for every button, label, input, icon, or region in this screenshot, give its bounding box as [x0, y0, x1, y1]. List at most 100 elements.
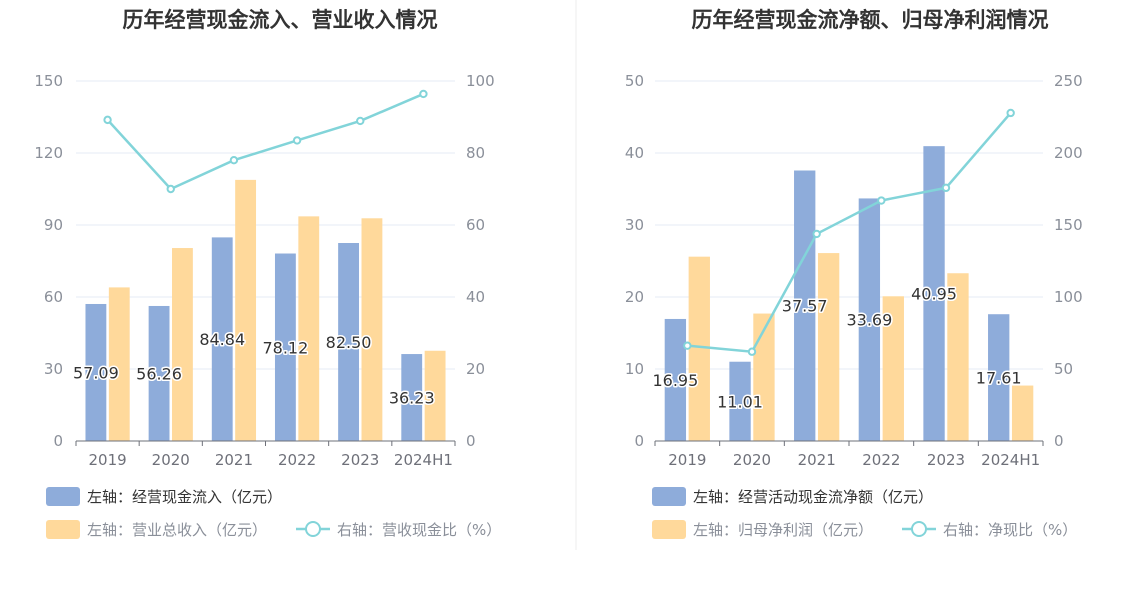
left-axis-tick-label: 30 [44, 360, 63, 378]
legend-label[interactable]: 右轴：净现比（%） [943, 521, 1077, 539]
x-axis-tick-label: 2022 [278, 451, 316, 469]
bar-primary [274, 253, 296, 441]
bar-secondary [298, 216, 320, 441]
left-axis-tick-label: 20 [625, 288, 644, 306]
legend-swatch[interactable] [46, 520, 80, 539]
right-axis-tick-label: 100 [466, 72, 495, 90]
chart-panel-net-cashflow-profit: 历年经营现金流净额、归母净利润情况 0 10 20 30 40 50 0 50 100 150 200… [625, 8, 1083, 539]
left-axis-tick-label: 10 [625, 360, 644, 378]
right-axis-tick-label: 250 [1054, 72, 1083, 90]
bar-data-label: 36.23 [389, 389, 435, 408]
x-axis-tick-label: 2024H1 [981, 451, 1040, 469]
line-point [941, 183, 951, 193]
bar-secondary [817, 253, 840, 441]
bar-secondary [424, 350, 446, 441]
line-point [103, 115, 112, 125]
legend-swatch[interactable] [652, 520, 686, 539]
bar-data-label: 78.12 [262, 338, 308, 357]
right-axis-tick-label: 60 [466, 216, 485, 234]
line-point [292, 136, 302, 145]
legend-label[interactable]: 右轴：营收现金比（%） [337, 521, 501, 539]
legend-label[interactable]: 左轴：经营活动现金流净额（亿元） [693, 488, 933, 506]
left-axis-tick-label: 30 [625, 216, 644, 234]
left-axis-tick-label: 90 [44, 216, 63, 234]
bar-secondary [688, 256, 710, 441]
left-axis-tick-label: 40 [625, 144, 644, 162]
bar-primary [923, 146, 945, 441]
bar-secondary [361, 218, 383, 441]
line-point [1006, 108, 1015, 118]
chart-title: 历年经营现金流入、营业收入情况 [123, 8, 438, 32]
x-axis-tick-label: 2023 [341, 451, 379, 469]
bar-primary [85, 303, 107, 441]
bar-data-label: 82.50 [326, 333, 372, 352]
bar-primary [988, 314, 1010, 441]
bar-data-label: 37.57 [782, 297, 828, 316]
line-point [166, 184, 175, 194]
right-axis-tick-label: 150 [1054, 216, 1083, 234]
bar-secondary [235, 179, 257, 441]
bar-primary [794, 170, 816, 441]
bar-data-label: 84.84 [199, 330, 245, 349]
right-axis-tick-label: 100 [1054, 288, 1083, 306]
bar-primary [338, 243, 359, 441]
legend-swatch[interactable] [652, 487, 686, 506]
x-axis-tick-label: 2022 [862, 451, 900, 469]
x-axis-tick-label: 2023 [927, 451, 965, 469]
x-axis-tick-label: 2020 [152, 451, 190, 469]
bar-primary [858, 198, 881, 441]
x-axis-tick-label: 2024H1 [394, 451, 453, 469]
left-axis-tick-label: 50 [625, 72, 644, 90]
right-axis-tick-label: 40 [466, 288, 485, 306]
line-point [747, 347, 757, 356]
line-point [812, 229, 821, 239]
legend-circle-icon[interactable] [911, 521, 927, 537]
bar-primary [211, 237, 233, 441]
right-axis-tick-label: 0 [1054, 432, 1064, 450]
line-point [419, 89, 428, 99]
bar-data-label: 16.95 [652, 371, 698, 390]
right-axis-tick-label: 50 [1054, 360, 1073, 378]
right-axis-tick-label: 20 [466, 360, 485, 378]
line-point [356, 116, 365, 126]
line-series [687, 112, 1012, 354]
bar-secondary [108, 287, 130, 441]
bar-data-label: 33.69 [846, 311, 892, 330]
legend-label[interactable]: 左轴：营业总收入（亿元） [87, 521, 267, 539]
bar-data-label: 56.26 [136, 364, 182, 383]
bar-primary [148, 305, 170, 441]
legend-swatch[interactable] [46, 487, 80, 506]
x-axis-tick-label: 2019 [668, 451, 706, 469]
line-point [877, 196, 886, 205]
bar-primary [401, 354, 423, 441]
bar-data-label: 17.61 [976, 369, 1022, 388]
legend-label[interactable]: 左轴：归母净利润（亿元） [693, 521, 873, 539]
left-axis-tick-label: 150 [34, 72, 63, 90]
left-axis-tick-label: 120 [34, 144, 63, 162]
bar-data-label: 57.09 [73, 363, 119, 382]
left-axis-tick-label: 0 [634, 432, 644, 450]
right-axis-tick-label: 0 [466, 432, 476, 450]
bar-primary [729, 361, 751, 441]
bar-secondary [753, 313, 775, 441]
right-axis-tick-label: 200 [1054, 144, 1083, 162]
bar-data-label: 11.01 [717, 392, 763, 411]
x-axis-tick-label: 2020 [733, 451, 771, 469]
chart-panel-cash-inflow-revenue: 历年经营现金流入、营业收入情况 0 30 60 90 120 150 0 20 40 60 80 100… [34, 8, 501, 539]
bar-secondary [1011, 385, 1034, 441]
bar-primary [664, 318, 687, 441]
legend-circle-icon[interactable] [305, 521, 321, 537]
right-axis-tick-label: 80 [466, 144, 485, 162]
line-point [229, 156, 239, 165]
bar-secondary [172, 248, 193, 441]
bar-secondary [882, 296, 904, 441]
left-axis-tick-label: 0 [53, 432, 63, 450]
x-axis-tick-label: 2019 [88, 451, 126, 469]
line-series [106, 92, 424, 191]
x-axis-tick-label: 2021 [798, 451, 836, 469]
x-axis-tick-label: 2021 [215, 451, 253, 469]
legend-label[interactable]: 左轴：经营现金流入（亿元） [87, 488, 282, 506]
bar-data-label: 40.95 [911, 285, 957, 304]
left-axis-tick-label: 60 [44, 288, 63, 306]
